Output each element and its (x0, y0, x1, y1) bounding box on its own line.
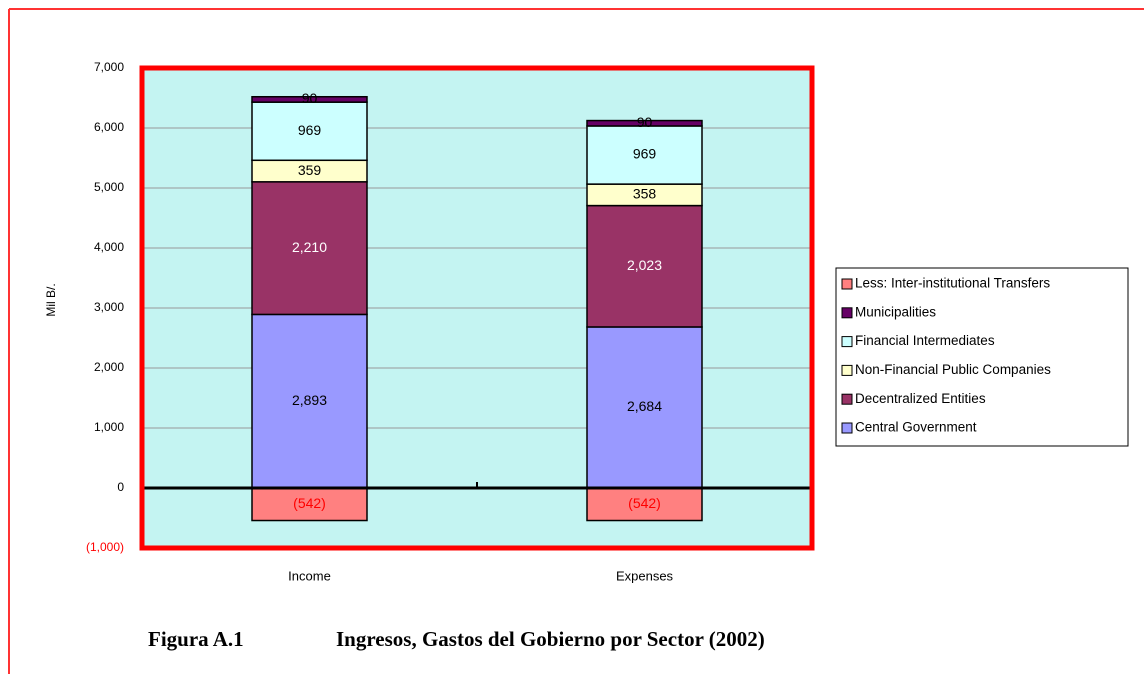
legend-label: Municipalities (855, 304, 936, 319)
x-tick-label: Income (288, 568, 331, 583)
legend-label: Decentralized Entities (855, 391, 986, 406)
legend-box (835, 267, 1129, 447)
bar-segment (251, 101, 368, 162)
data-label: 969 (633, 146, 657, 162)
y-tick-label: 4,000 (94, 240, 124, 254)
bar-segment (586, 119, 703, 127)
data-label: 359 (298, 162, 322, 178)
legend-label: Non-Financial Public Companies (855, 362, 1051, 377)
bar-segment (251, 487, 368, 522)
legend-swatch (841, 393, 853, 405)
y-axis-label: Mil B/. (44, 283, 58, 316)
legend-swatch (841, 278, 853, 290)
bar-segment (251, 95, 368, 103)
data-label: 2,023 (627, 257, 662, 273)
legend-label: Financial Intermediates (855, 333, 995, 348)
data-label: 90 (637, 114, 653, 130)
data-label: 2,893 (292, 392, 327, 408)
caption-label: Figura A.1 (148, 627, 244, 651)
y-tick-label: 7,000 (94, 60, 124, 74)
caption-text: Ingresos, Gastos del Gobierno por Sector… (336, 627, 765, 651)
bar-segment (251, 313, 368, 489)
bar-segment (586, 326, 703, 489)
y-tick-label: 0 (117, 480, 124, 494)
data-label: (542) (293, 495, 326, 511)
legend-swatch (841, 422, 853, 434)
legend-label: Central Government (855, 420, 977, 435)
data-label: (542) (628, 495, 661, 511)
legend-swatch (841, 336, 853, 348)
y-tick-label: 6,000 (94, 120, 124, 134)
y-tick-label: 2,000 (94, 360, 124, 374)
data-label: 358 (633, 186, 657, 202)
y-tick-label: 1,000 (94, 420, 124, 434)
legend-swatch (841, 364, 853, 376)
data-label: 2,210 (292, 239, 327, 255)
data-label: 90 (302, 90, 318, 106)
data-label: 969 (298, 122, 322, 138)
data-label: 2,684 (627, 398, 662, 414)
legend-swatch (841, 307, 853, 319)
y-tick-label: 5,000 (94, 180, 124, 194)
bar-segment (251, 181, 368, 316)
y-tick-label: 3,000 (94, 300, 124, 314)
bar-segment (586, 125, 703, 185)
x-tick-label: Expenses (616, 568, 674, 583)
plot-border (139, 65, 815, 551)
bar-segment (586, 204, 703, 328)
legend-label: Less: Inter-institutional Transfers (855, 276, 1050, 291)
y-tick-label: (1,000) (86, 540, 124, 554)
